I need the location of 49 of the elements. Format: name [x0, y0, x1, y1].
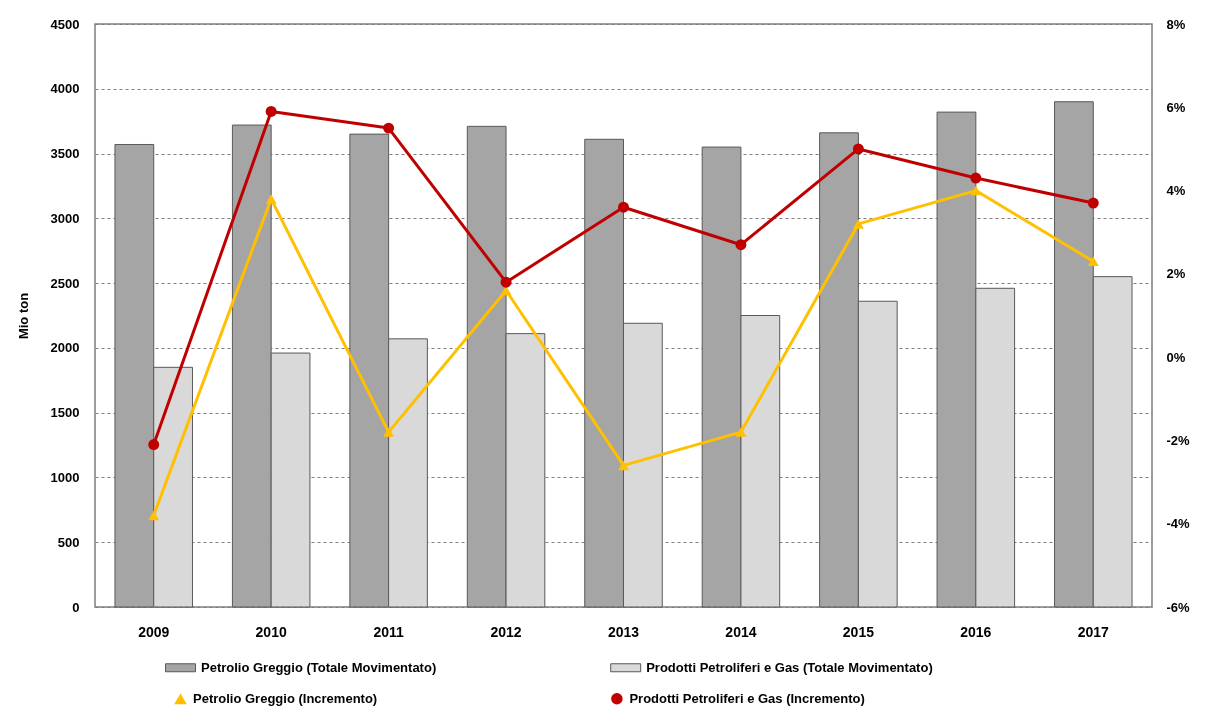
x-tick-label: 2015	[842, 623, 875, 640]
x-tick-label: 2017	[1077, 623, 1110, 640]
y2-tick-label: -2%	[1166, 432, 1191, 448]
x-tick-label: 2014	[725, 623, 757, 640]
y2-tick-label: 2%	[1166, 266, 1186, 282]
point	[383, 427, 395, 437]
x-tick-label: 2013	[607, 623, 640, 640]
y2-tick-label: 8%	[1166, 16, 1186, 32]
point	[852, 219, 864, 229]
point	[1087, 197, 1099, 209]
y-tick-label: 3500	[50, 146, 80, 162]
x-tick-label: 2016	[960, 623, 992, 640]
y-tick-label: 3000	[50, 210, 80, 226]
point	[383, 122, 395, 134]
point	[970, 185, 982, 196]
legend-label: Prodotti Petroliferi e Gas (Incremento)	[629, 690, 865, 706]
y-axis-title: Mio ton	[15, 292, 31, 340]
point	[970, 172, 982, 184]
y2-tick-label: 0%	[1166, 349, 1186, 365]
y-tick-label: 2000	[50, 340, 80, 356]
x-tick-label: 2011	[373, 623, 405, 640]
point	[500, 276, 512, 288]
y-tick-label: 500	[57, 534, 80, 550]
point	[735, 239, 747, 251]
point	[852, 143, 864, 155]
y2-tick-label: -4%	[1166, 516, 1191, 532]
point	[148, 439, 160, 451]
point	[618, 460, 629, 471]
point	[148, 510, 160, 521]
y-tick-label: 4000	[50, 81, 80, 97]
y2-tick-label: 4%	[1166, 183, 1186, 199]
y2-tick-label: 6%	[1166, 99, 1186, 115]
y2-tick-label: -6%	[1166, 599, 1191, 615]
legend-label: Petrolio Greggio (Incremento)	[193, 691, 378, 707]
y-tick-label: 0	[72, 599, 80, 615]
y-tick-label: 2500	[50, 275, 80, 291]
x-tick-label: 2009	[138, 623, 170, 640]
point	[265, 194, 277, 204]
y-tick-label: 1500	[50, 405, 80, 421]
y-tick-label: 4500	[50, 16, 80, 32]
point	[1087, 256, 1099, 267]
point	[735, 427, 747, 437]
x-tick-label: 2012	[490, 623, 522, 640]
legend-label: Prodotti Petroliferi e Gas (Totale Movimentato)	[646, 659, 933, 675]
point	[618, 201, 629, 213]
legend-label: Petrolio Greggio (Totale Movimentato)	[201, 659, 437, 675]
x-tick-label: 2010	[255, 623, 287, 640]
y-tick-label: 1000	[50, 469, 80, 485]
point	[265, 105, 277, 117]
